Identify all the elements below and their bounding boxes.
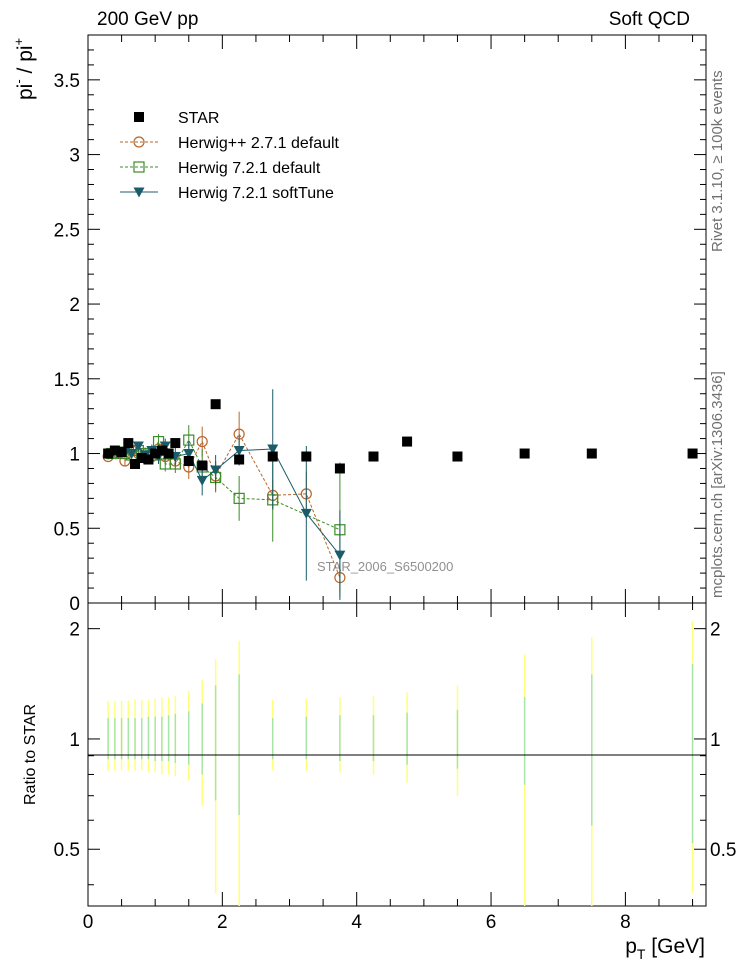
data-point bbox=[143, 454, 154, 465]
series-0 bbox=[103, 399, 698, 474]
main-ytick-label: 2 bbox=[69, 295, 80, 316]
data-point bbox=[300, 508, 312, 519]
main-series bbox=[102, 389, 698, 601]
ratio-xtick-label: 6 bbox=[486, 912, 497, 933]
data-point bbox=[210, 465, 222, 476]
ratio-ytick-label: 0.5 bbox=[54, 840, 80, 861]
legend-label: Herwig 7.2.1 default bbox=[178, 160, 321, 177]
data-point bbox=[196, 475, 208, 486]
legend: STAR Herwig++ 2.7.1 default Herwig 7.2.1 d… bbox=[120, 110, 340, 202]
ratio-ytick-label-right: 1 bbox=[710, 730, 721, 751]
data-point bbox=[183, 456, 194, 466]
main-ylabel: pi- / pi+ bbox=[11, 38, 37, 100]
data-point bbox=[452, 451, 463, 462]
data-point bbox=[687, 448, 698, 459]
data-point bbox=[150, 448, 161, 459]
ratio-axis-ticks: 0.5 0.5 1 1 2 2 0 2 4 6 8 bbox=[54, 603, 736, 933]
main-ytick-label: 0 bbox=[69, 594, 80, 615]
legend-label: Herwig 7.2.1 softTune bbox=[178, 185, 334, 202]
data-point bbox=[233, 492, 245, 504]
header-right: Soft QCD bbox=[609, 9, 690, 30]
legend-marker bbox=[134, 112, 144, 122]
series-line bbox=[111, 439, 341, 531]
main-ytick-label: 1 bbox=[69, 445, 80, 466]
ratio-xtick-label: 2 bbox=[217, 912, 228, 933]
data-point bbox=[103, 448, 114, 459]
data-point bbox=[402, 436, 413, 447]
data-point bbox=[132, 441, 144, 452]
analysis-label: STAR_2006_S6500200 bbox=[317, 559, 453, 574]
data-point bbox=[109, 445, 120, 456]
main-axis-ticks: 0 0.5 1 1.5 2 2.5 3 3.5 bbox=[54, 35, 706, 615]
ratio-xtick-label: 8 bbox=[620, 912, 631, 933]
ratio-ytick-label: 1 bbox=[69, 730, 80, 751]
rivet-label: Rivet 3.1.10, ≥ 100k events bbox=[709, 70, 726, 252]
header-left: 200 GeV pp bbox=[97, 9, 198, 30]
data-point bbox=[368, 451, 379, 462]
legend-entry: Herwig++ 2.7.1 default bbox=[120, 135, 340, 152]
main-ytick-label: 1.5 bbox=[54, 370, 80, 391]
ratio-xtick-label: 0 bbox=[83, 912, 94, 933]
series-1 bbox=[102, 411, 346, 593]
data-point bbox=[197, 460, 208, 471]
data-point bbox=[301, 451, 312, 462]
ratio-xtick-label: 4 bbox=[351, 912, 362, 933]
data-point bbox=[126, 449, 138, 460]
main-ytick-label: 0.5 bbox=[54, 519, 80, 540]
legend-label: STAR bbox=[178, 110, 219, 127]
legend-marker bbox=[133, 161, 145, 173]
legend-entry: Herwig 7.2.1 softTune bbox=[120, 185, 334, 202]
main-ytick-label: 3 bbox=[69, 146, 80, 167]
ratio-ytick-label-right: 2 bbox=[710, 620, 721, 641]
ratio-ytick-label-right: 0.5 bbox=[710, 840, 736, 861]
series-3 bbox=[106, 389, 346, 601]
data-point bbox=[267, 451, 278, 462]
data-point bbox=[234, 454, 245, 465]
main-ytick-label: 3.5 bbox=[54, 71, 80, 92]
data-point bbox=[156, 445, 167, 456]
main-ytick-label: 2.5 bbox=[54, 220, 80, 241]
legend-marker bbox=[133, 187, 145, 198]
data-point bbox=[334, 550, 346, 561]
legend-entry: Herwig 7.2.1 default bbox=[120, 160, 321, 177]
data-point bbox=[116, 447, 127, 458]
data-point bbox=[123, 438, 134, 449]
ratio-ytick-label: 2 bbox=[69, 620, 80, 641]
data-point bbox=[170, 438, 181, 449]
ratio-bands bbox=[107, 620, 694, 906]
data-point bbox=[196, 435, 208, 448]
data-point bbox=[183, 449, 195, 460]
ratio-ylabel: Ratio to STAR bbox=[22, 704, 39, 805]
data-point bbox=[130, 458, 141, 469]
mcplots-label: mcplots.cern.ch [arXiv:1306.3436] bbox=[709, 371, 726, 598]
data-point bbox=[210, 399, 221, 410]
data-point bbox=[334, 463, 345, 474]
legend-marker bbox=[133, 136, 145, 148]
legend-label: Herwig++ 2.7.1 default bbox=[178, 135, 340, 152]
ratio-xlabel: pT [GeV] bbox=[625, 935, 705, 962]
data-point bbox=[519, 448, 530, 459]
legend-entry: STAR bbox=[134, 110, 219, 127]
data-point bbox=[163, 448, 174, 459]
data-point bbox=[586, 448, 597, 459]
data-point bbox=[136, 453, 147, 464]
data-point bbox=[267, 444, 279, 455]
data-point bbox=[233, 446, 245, 457]
